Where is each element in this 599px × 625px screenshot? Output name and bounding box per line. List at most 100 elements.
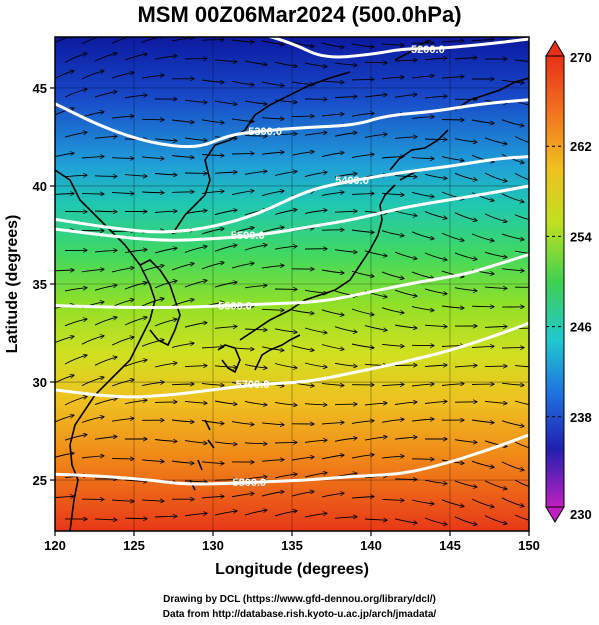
wind-arrow <box>304 440 327 443</box>
wind-arrow <box>394 60 417 61</box>
wind-arrow <box>111 268 134 273</box>
wind-arrow <box>351 79 374 80</box>
wind-arrow <box>81 336 104 345</box>
wind-arrow <box>81 417 104 423</box>
wind-arrow <box>334 326 357 332</box>
wind-arrow <box>321 309 344 315</box>
wind-arrow <box>141 119 164 120</box>
wind-arrow <box>154 281 177 289</box>
wind-arrow <box>244 329 267 330</box>
wind-arrow <box>304 132 327 136</box>
wind-arrow <box>291 457 314 461</box>
wind-arrow <box>321 269 344 273</box>
wind-arrow <box>141 340 164 347</box>
wind-arrow <box>184 99 207 102</box>
wind-arrow <box>171 384 194 385</box>
wind-arrow <box>274 442 297 443</box>
wind-arrow <box>231 263 254 269</box>
colorbar-tick-label: 262 <box>570 139 592 154</box>
wind-arrow <box>274 511 297 517</box>
wind-arrow <box>411 499 434 504</box>
wind-arrow <box>334 211 357 212</box>
wind-arrow <box>171 192 194 193</box>
wind-arrow <box>81 156 104 158</box>
wind-arrow <box>94 250 117 252</box>
contour-line <box>55 155 529 234</box>
wind-arrow <box>55 453 74 458</box>
credit-data-source: Data from http://database.rish.kyoto-u.a… <box>162 609 437 620</box>
wind-arrow <box>351 270 374 276</box>
wind-arrow <box>244 400 267 405</box>
wind-arrow <box>55 71 74 79</box>
wind-arrow <box>111 380 134 387</box>
wind-arrow <box>231 306 254 309</box>
wind-arrow <box>484 440 507 447</box>
wind-arrow <box>94 398 117 406</box>
wind-arrow <box>304 172 327 178</box>
wind-arrow <box>514 250 529 254</box>
wind-arrow <box>141 37 164 43</box>
wind-arrow <box>154 138 177 141</box>
wind-arrow <box>321 344 344 350</box>
wind-arrow <box>201 383 224 385</box>
wind-arrow <box>184 481 207 482</box>
wind-arrow <box>364 325 387 331</box>
wind-arrow <box>381 193 404 195</box>
wind-arrow <box>214 366 237 368</box>
wind-arrow <box>484 287 507 288</box>
wind-arrow <box>394 251 417 259</box>
wind-arrow <box>171 263 194 271</box>
wind-arrow <box>334 174 357 178</box>
wind-arrow <box>55 336 74 344</box>
wind-arrow <box>501 268 524 271</box>
wind-arrow <box>171 299 194 307</box>
wind-arrow <box>55 108 74 116</box>
wind-arrow <box>501 119 524 126</box>
wind-arrow <box>231 348 254 350</box>
wind-arrow <box>424 139 447 140</box>
contour-label: 5600.0 <box>218 301 252 313</box>
wind-arrow <box>274 61 297 66</box>
wind-arrow <box>64 89 87 98</box>
page-title: MSM 00Z06Mar2024 (500.0hPa) <box>137 2 462 27</box>
wind-arrow <box>514 136 529 144</box>
wind-arrow <box>394 210 417 216</box>
wind-arrow <box>111 72 134 79</box>
wind-arrow <box>141 382 164 387</box>
wind-arrow <box>201 155 224 156</box>
wind-arrow <box>501 233 524 240</box>
contour-line <box>55 253 529 310</box>
wind-arrow <box>141 192 164 193</box>
wind-arrow <box>201 119 224 123</box>
wind-arrow <box>214 511 237 516</box>
y-tick-label: 35 <box>33 277 47 292</box>
wind-arrow <box>471 460 494 467</box>
wind-arrow <box>394 518 417 523</box>
wind-arrow <box>411 306 434 311</box>
wind-arrow <box>424 517 447 525</box>
wind-arrow <box>244 136 267 137</box>
wind-arrow <box>291 309 314 314</box>
wind-arrow <box>334 133 357 137</box>
wind-arrow <box>184 366 207 367</box>
wind-arrow <box>424 288 447 294</box>
colorbar-top-triangle <box>545 40 565 57</box>
wind-arrow <box>471 346 494 347</box>
wind-arrow <box>321 230 344 231</box>
wind-arrow <box>154 211 177 212</box>
wind-arrow <box>411 117 434 119</box>
wind-arrow <box>364 403 387 405</box>
wind-arrow <box>201 79 224 82</box>
wind-arrow <box>381 271 404 279</box>
wind-arrow <box>454 58 477 60</box>
wind-arrow <box>334 404 357 405</box>
wind-arrow <box>424 325 447 326</box>
wind-arrow <box>214 100 237 104</box>
wind-arrow <box>424 211 447 219</box>
wind-arrow <box>501 497 524 507</box>
wind-arrow <box>351 308 374 315</box>
wind-arrow <box>261 191 284 197</box>
wind-arrow <box>441 499 464 507</box>
wind-arrow <box>214 59 237 62</box>
wind-arrow <box>351 113 374 117</box>
